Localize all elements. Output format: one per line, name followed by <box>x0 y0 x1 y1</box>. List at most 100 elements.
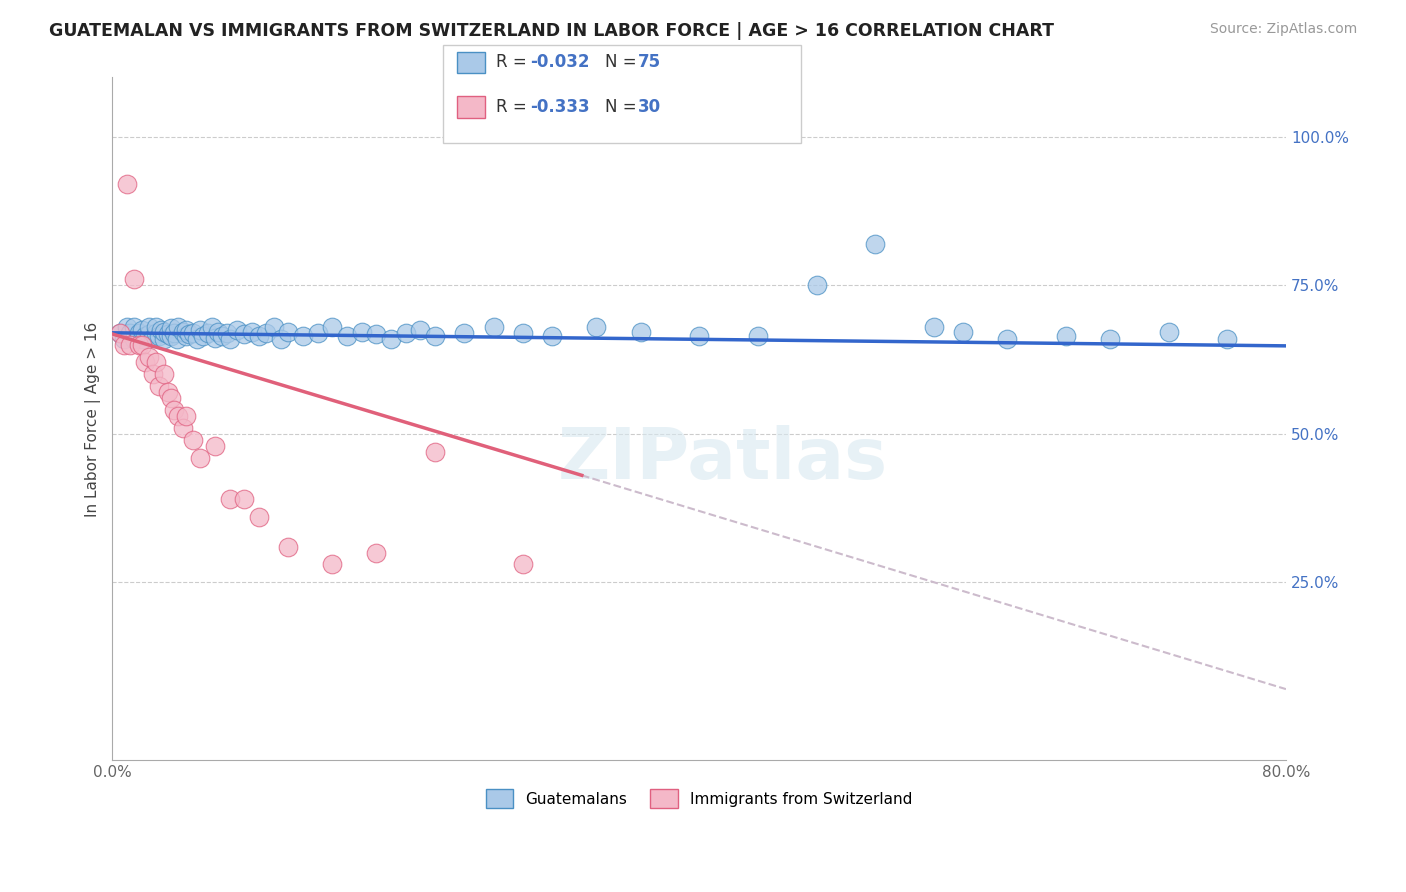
Point <box>174 323 197 337</box>
Point <box>138 326 160 341</box>
Point <box>167 319 190 334</box>
Point <box>747 328 769 343</box>
Point <box>190 450 212 465</box>
Point <box>160 328 183 343</box>
Point <box>321 319 343 334</box>
Text: N =: N = <box>605 54 641 71</box>
Text: ZIPatlas: ZIPatlas <box>558 425 887 494</box>
Text: 75: 75 <box>638 54 661 71</box>
Point <box>131 323 153 337</box>
Point <box>218 492 240 507</box>
Point <box>366 326 388 341</box>
Point <box>256 326 278 340</box>
Point <box>482 319 505 334</box>
Point <box>152 332 174 346</box>
Text: GUATEMALAN VS IMMIGRANTS FROM SWITZERLAND IN LABOR FORCE | AGE > 16 CORRELATION : GUATEMALAN VS IMMIGRANTS FROM SWITZERLAN… <box>49 22 1054 40</box>
Point <box>152 325 174 339</box>
Point <box>157 326 180 341</box>
Point <box>247 328 270 343</box>
Point <box>128 326 150 340</box>
Point <box>197 326 219 340</box>
Point <box>277 540 299 554</box>
Point <box>163 326 186 340</box>
Point <box>174 328 197 343</box>
Point <box>148 328 170 343</box>
Point <box>142 330 165 344</box>
Point <box>134 355 156 369</box>
Point <box>177 326 200 341</box>
Point <box>186 332 208 346</box>
Point <box>218 332 240 346</box>
Point <box>1157 325 1180 339</box>
Point <box>233 492 256 507</box>
Point <box>922 319 945 334</box>
Point <box>138 319 160 334</box>
Point <box>142 368 165 382</box>
Point <box>240 325 263 339</box>
Point <box>172 325 194 339</box>
Point <box>995 332 1018 346</box>
Point <box>321 558 343 572</box>
Point <box>160 391 183 405</box>
Point <box>215 326 238 340</box>
Point <box>512 326 534 340</box>
Point <box>350 325 373 339</box>
Point <box>263 319 285 334</box>
Point <box>166 332 188 346</box>
Point <box>453 326 475 340</box>
Point <box>124 319 146 334</box>
Point <box>233 326 256 341</box>
Point <box>270 332 292 346</box>
Legend: Guatemalans, Immigrants from Switzerland: Guatemalans, Immigrants from Switzerland <box>479 783 918 814</box>
Point <box>181 433 204 447</box>
Point <box>181 326 204 340</box>
Point <box>1054 328 1077 343</box>
Point <box>806 278 828 293</box>
Point <box>163 403 186 417</box>
Point <box>145 326 167 340</box>
Point <box>172 421 194 435</box>
Point <box>201 319 224 334</box>
Point <box>395 326 418 340</box>
Point <box>157 385 180 400</box>
Text: 30: 30 <box>638 98 661 116</box>
Point <box>152 368 174 382</box>
Point <box>211 328 233 343</box>
Point <box>226 323 249 337</box>
Point <box>112 332 135 346</box>
Point <box>108 326 131 340</box>
Point <box>380 332 402 346</box>
Point <box>512 558 534 572</box>
Point <box>863 236 886 251</box>
Point <box>366 545 388 559</box>
Y-axis label: In Labor Force | Age > 16: In Labor Force | Age > 16 <box>86 321 101 516</box>
Point <box>585 319 607 334</box>
Point <box>630 325 652 339</box>
Point <box>193 328 215 343</box>
Point <box>190 323 212 337</box>
Text: -0.333: -0.333 <box>530 98 589 116</box>
Point <box>128 337 150 351</box>
Point <box>204 439 226 453</box>
Point <box>124 272 146 286</box>
Point <box>108 326 131 340</box>
Point <box>174 409 197 423</box>
Point <box>115 178 138 192</box>
Point <box>423 444 446 458</box>
Point <box>134 328 156 343</box>
Point <box>131 337 153 351</box>
Point <box>148 379 170 393</box>
Point <box>336 328 359 343</box>
Point <box>118 326 141 340</box>
Point <box>145 355 167 369</box>
Point <box>1098 332 1121 346</box>
Point <box>145 319 167 334</box>
Point <box>115 319 138 334</box>
Point <box>952 325 974 339</box>
Point <box>541 328 564 343</box>
Point <box>423 328 446 343</box>
Text: Source: ZipAtlas.com: Source: ZipAtlas.com <box>1209 22 1357 37</box>
Point <box>167 409 190 423</box>
Point <box>204 330 226 344</box>
Point <box>688 328 710 343</box>
